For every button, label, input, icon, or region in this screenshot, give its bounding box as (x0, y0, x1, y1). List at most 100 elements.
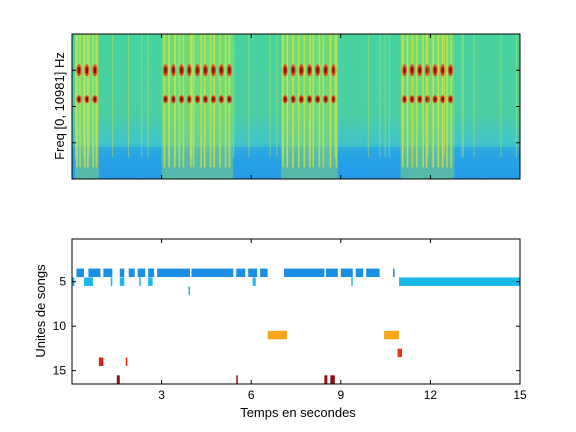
noise-streak (367, 34, 369, 158)
harmonic-core (180, 66, 183, 74)
harmonic-core (324, 96, 327, 102)
song-units-panel: 3 6 9 12 15 5 10 15 Unites de songs Temps en se… (33, 238, 527, 420)
burst-streak (224, 34, 227, 168)
harmonic-core (449, 66, 452, 74)
burst-streak (209, 34, 212, 168)
harmonic-core (204, 96, 207, 102)
unit-segment (393, 268, 395, 278)
noise-streak (269, 34, 271, 158)
low-noise-band (72, 147, 520, 179)
unit-segment (191, 268, 234, 278)
burst-streak (335, 34, 338, 168)
burst-streak (415, 34, 418, 168)
harmonic-core (441, 96, 445, 102)
unit-segment (267, 330, 288, 340)
noise-streak (112, 34, 114, 158)
noise-streak (276, 34, 278, 158)
unit-segment (157, 268, 190, 278)
noise-streak (515, 34, 517, 158)
noise-streak (473, 34, 475, 158)
noise-streak (334, 34, 336, 158)
burst-streak (303, 34, 306, 168)
unit-segment (148, 277, 153, 286)
burst-streak (200, 34, 202, 168)
unit-segment (128, 268, 135, 278)
noise-streak (174, 34, 176, 158)
harmonic-core (180, 96, 183, 102)
song-burst (400, 34, 455, 179)
harmonic-core (332, 66, 336, 74)
harmonic-core (77, 96, 81, 102)
noise-streak (402, 34, 404, 158)
unit-segment (236, 375, 238, 384)
spectrogram-panel: Freq [0, 10981] Hz (52, 33, 521, 180)
unit-segment (260, 268, 268, 278)
noise-streak (282, 34, 284, 158)
noise-streak (462, 34, 464, 158)
song-burst (161, 34, 234, 179)
harmonic-core (418, 96, 422, 102)
unit-segment (119, 268, 125, 278)
harmonic-core (308, 66, 311, 74)
unit-segment (76, 268, 84, 278)
harmonic-core (93, 66, 97, 74)
harmonic-core (324, 66, 327, 74)
harmonic-core (433, 96, 437, 102)
burst-streak (406, 34, 409, 168)
spectrogram-ticks (72, 34, 520, 179)
units-xtick-label: 15 (513, 388, 527, 402)
harmonic-core (188, 66, 191, 74)
unit-segment (330, 375, 335, 384)
burst-streak (298, 34, 300, 168)
burst-streak (192, 34, 195, 168)
unit-segment (125, 357, 128, 366)
harmonic-core (283, 66, 287, 74)
units-ytick-label: 5 (59, 275, 66, 289)
burst-streak (422, 34, 424, 168)
unit-segment (397, 348, 403, 358)
noise-streak (233, 34, 235, 158)
harmonic-core (85, 96, 89, 102)
spectrogram-grain (72, 34, 520, 179)
harmonic-core (188, 96, 191, 102)
spectrogram-image (72, 34, 520, 179)
unit-segment (351, 277, 353, 286)
units-xtick-label: 12 (424, 388, 438, 402)
harmonic-core (426, 96, 429, 102)
unit-segment (355, 268, 364, 278)
unit-segment (384, 330, 400, 340)
noise-streak (500, 34, 502, 158)
unit-segment (148, 268, 155, 278)
units-xtick-label: 9 (337, 388, 344, 402)
harmonic-core (316, 66, 319, 74)
harmonic-core (164, 96, 167, 102)
harmonic-core (85, 66, 89, 74)
noise-streak (379, 34, 381, 158)
unit-segment (110, 277, 113, 286)
harmonic-core (291, 96, 295, 102)
noise-streak (190, 34, 192, 158)
unit-segment (284, 268, 325, 278)
units-ticks: 3 6 9 12 15 5 10 15 (53, 239, 527, 402)
noise-streak (335, 34, 337, 158)
harmonic-core (204, 66, 207, 74)
harmonic-core (291, 66, 295, 74)
units-xtick-label: 6 (248, 388, 255, 402)
unit-segment (366, 268, 380, 278)
unit-segment (188, 286, 190, 295)
unit-segment (98, 357, 104, 366)
unit-segments (72, 268, 520, 384)
units-xtick-label: 3 (158, 388, 165, 402)
unit-segment (119, 277, 125, 286)
burst-streak (437, 34, 440, 168)
spectrogram-ylabel: Freq [0, 10981] Hz (52, 52, 67, 160)
harmonic-core (441, 66, 445, 74)
unit-segment (88, 268, 101, 278)
harmonic-core (300, 96, 303, 102)
noise-streak (427, 34, 429, 158)
harmonic-core (196, 66, 199, 74)
harmonic-core (426, 66, 429, 74)
harmonic-core (308, 96, 311, 102)
unit-segment (248, 268, 258, 278)
